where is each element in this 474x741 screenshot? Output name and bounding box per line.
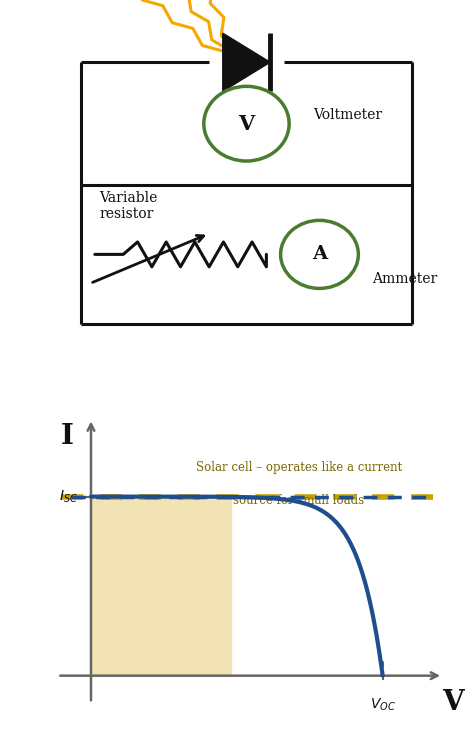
Polygon shape	[223, 33, 270, 91]
Text: Ammeter: Ammeter	[373, 272, 438, 286]
Text: Solar cell – operates like a current: Solar cell – operates like a current	[196, 461, 402, 473]
Text: $I_{SC}$: $I_{SC}$	[58, 488, 78, 505]
Text: Variable
resistor: Variable resistor	[100, 191, 158, 222]
Text: V: V	[238, 113, 255, 133]
Text: source for small loads: source for small loads	[233, 494, 365, 508]
Circle shape	[204, 87, 289, 161]
Text: V: V	[442, 689, 464, 717]
Text: Light falls on
solar cell: Light falls on solar cell	[262, 0, 355, 3]
Bar	[91, 496, 231, 676]
Circle shape	[281, 220, 358, 288]
Text: Voltmeter: Voltmeter	[313, 108, 382, 122]
Text: A: A	[312, 245, 327, 263]
Text: $V_{OC}$: $V_{OC}$	[370, 697, 396, 713]
Text: I: I	[61, 423, 74, 450]
